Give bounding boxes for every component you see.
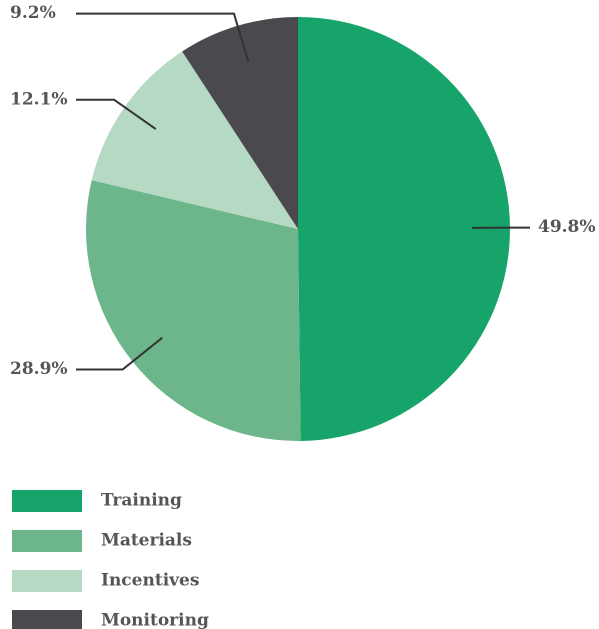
legend-label: Training [101, 491, 182, 511]
pie-slice [86, 180, 301, 442]
leader-line [76, 98, 157, 130]
data-label: 28.9% [10, 359, 68, 379]
leader-line [76, 12, 250, 63]
legend-swatch [12, 570, 82, 592]
data-label: 49.8% [538, 217, 596, 237]
legend-label: Monitoring [101, 611, 209, 629]
data-label: 12.1% [10, 89, 68, 109]
pie-slice [91, 51, 298, 229]
legend-swatch [12, 490, 82, 512]
pie-slice [298, 17, 511, 441]
legend-swatch [12, 610, 82, 629]
legend-label: Incentives [101, 571, 199, 591]
legend-swatch [12, 530, 82, 552]
leader-line [76, 336, 163, 371]
legend-label: Materials [101, 531, 192, 551]
data-label: 9.2% [10, 3, 56, 23]
pie-slice [182, 17, 298, 229]
